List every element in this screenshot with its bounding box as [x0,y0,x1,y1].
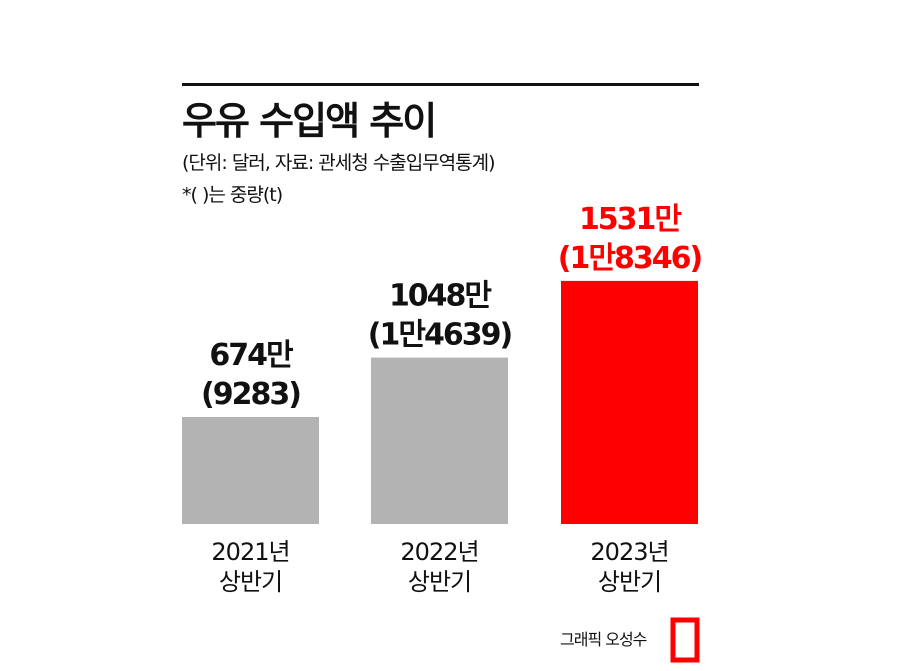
category-label-1-half: 상반기 [219,568,282,596]
chart-note: *( )는 중량(t) [182,184,283,206]
bar-2 [371,357,508,524]
brand-logo [670,617,700,663]
chart-title: 우유 수입액 추이 [182,99,437,143]
value-label-1: 674만 [209,338,294,373]
weight-label-2: (1만4639) [368,318,512,353]
chart-subtitle: (단위: 달러, 자료: 관세청 수출입무역통계) [182,152,496,174]
value-label-3: 1531만 [579,202,682,237]
category-label-2-year: 2022년 [400,538,478,566]
weight-label-1: (9283) [201,377,300,412]
weight-label-3: (1만8346) [558,241,702,276]
title-rule [182,83,699,86]
value-label-2: 1048만 [389,279,492,314]
category-label-3-half: 상반기 [598,568,661,596]
bar-1 [182,416,319,524]
category-label-2-half: 상반기 [408,568,471,596]
category-label-1-year: 2021년 [211,538,289,566]
category-label-3-year: 2023년 [590,538,668,566]
graphic-credit: 그래픽 오성수 [560,630,647,649]
bar-3 [561,280,698,524]
